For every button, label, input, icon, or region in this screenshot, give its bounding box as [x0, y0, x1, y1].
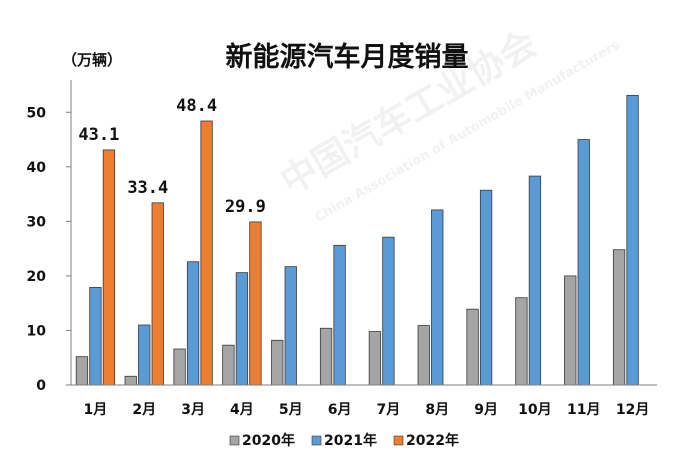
y-axis: 0 10 20 30 40 50	[27, 80, 72, 394]
data-label: 43.1	[78, 125, 119, 145]
bar-2020年-8月	[417, 325, 430, 386]
x-tick-label: 10月	[518, 402, 551, 418]
legend-swatch	[229, 435, 240, 446]
bar-2020年-5月	[271, 339, 284, 386]
bar-2021年-10月	[528, 175, 542, 386]
bar-2020年-1月	[75, 356, 89, 386]
bar-2020年-12月	[612, 249, 626, 386]
bar-2022年-2月	[151, 202, 164, 386]
legend-label: 2020年	[242, 432, 295, 449]
y-tick-label: 10	[27, 323, 47, 339]
y-tick-label: 30	[27, 214, 47, 230]
legend-swatch	[393, 435, 404, 446]
bar-2021年-1月	[89, 286, 102, 386]
x-tick-label: 11月	[567, 402, 600, 418]
y-tick-label: 0	[36, 378, 46, 394]
legend-swatch	[311, 435, 322, 446]
x-tick-label: 4月	[230, 402, 254, 418]
chart-title: 新能源汽车月度销量	[226, 41, 469, 73]
bar-2020年-4月	[222, 344, 235, 386]
bar-2022年-4月	[249, 221, 262, 386]
bar-2021年-3月	[186, 261, 200, 386]
data-label: 29.9	[225, 197, 266, 217]
legend: 2020年 2021年 2022年	[229, 432, 459, 449]
x-axis: 1月 2月 3月 4月 5月 6月 7月 8月 9月 10月 11月 12月	[71, 384, 657, 418]
bar-2020年-6月	[319, 327, 333, 386]
x-tick-label: 1月	[84, 402, 108, 418]
bar-2021年-2月	[138, 324, 151, 386]
bar-2020年-2月	[124, 375, 137, 386]
x-tick-label: 5月	[279, 402, 303, 418]
bar-2020年-11月	[564, 275, 577, 386]
x-tick-label: 8月	[425, 402, 449, 418]
data-label: 48.4	[176, 96, 217, 116]
bar-2020年-9月	[466, 308, 479, 386]
x-tick-label: 12月	[616, 402, 649, 418]
y-tick-label: 40	[27, 160, 47, 176]
bar-2020年-7月	[368, 331, 382, 386]
bar-2021年-8月	[431, 209, 444, 386]
bar-2021年-12月	[626, 94, 639, 386]
legend-label: 2021年	[324, 432, 377, 449]
bar-2020年-10月	[515, 297, 528, 386]
data-label: 33.4	[127, 178, 168, 198]
x-tick-label: 3月	[181, 402, 205, 418]
bar-2022年-1月	[102, 149, 116, 386]
bar-2021年-9月	[479, 189, 493, 386]
y-axis-unit-label: （万辆）	[62, 51, 122, 69]
bar-2021年-7月	[382, 236, 395, 386]
bar-2021年-11月	[577, 139, 590, 386]
bar-2021年-4月	[235, 272, 249, 386]
y-tick-label: 20	[27, 269, 47, 285]
bar-2021年-5月	[284, 266, 297, 386]
x-tick-label: 9月	[474, 402, 498, 418]
x-tick-label: 7月	[377, 402, 401, 418]
x-tick-label: 6月	[328, 402, 352, 418]
bar-2021年-6月	[333, 244, 346, 386]
data-labels: 43.1 33.4 48.4 29.9	[78, 96, 265, 217]
bar-2022年-3月	[200, 120, 213, 386]
y-tick-label: 50	[27, 105, 47, 121]
x-tick-label: 2月	[132, 402, 156, 418]
bar-2020年-3月	[173, 348, 186, 386]
legend-label: 2022年	[406, 432, 459, 449]
